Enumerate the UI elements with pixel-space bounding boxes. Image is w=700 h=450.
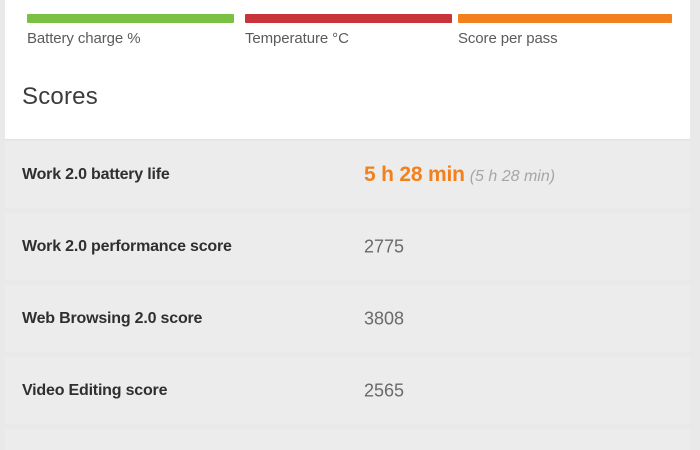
score-row[interactable]: Work 2.0 performance score 2775 — [5, 213, 690, 280]
legend-panel: Battery charge % Temperature °C Score pe… — [5, 0, 690, 140]
score-row[interactable]: Work 2.0 battery life 5 h 28 min (5 h 28 m… — [5, 141, 690, 208]
score-row-value: 3808 — [364, 308, 404, 329]
score-row-partial[interactable] — [5, 429, 690, 450]
page-title: Scores — [22, 83, 98, 110]
score-row-label: Work 2.0 battery life — [22, 165, 170, 183]
legend-item-battery-charge[interactable]: Battery charge % — [27, 14, 234, 47]
score-row-value-primary: 5 h 28 min — [364, 162, 465, 186]
temperature-swatch — [245, 14, 452, 23]
legend-item-score-per-pass[interactable]: Score per pass — [458, 14, 672, 47]
score-row-label: Web Browsing 2.0 score — [22, 309, 203, 327]
content-column: Battery charge % Temperature °C Score pe… — [5, 0, 690, 450]
legend-label-temperature: Temperature °C — [245, 30, 349, 47]
score-row[interactable]: Video Editing score 2565 — [5, 357, 690, 424]
legend-item-temperature[interactable]: Temperature °C — [245, 14, 452, 47]
score-row-value-primary: 2565 — [364, 380, 405, 400]
score-row-value-primary: 2775 — [364, 236, 405, 256]
score-row-value: 2565 — [364, 380, 404, 401]
score-row-value: 2775 — [364, 236, 404, 257]
score-row-value: 5 h 28 min (5 h 28 min) — [364, 163, 555, 187]
score-row[interactable]: Web Browsing 2.0 score 3808 — [5, 285, 690, 352]
scores-list: Work 2.0 battery life 5 h 28 min (5 h 28 m… — [5, 141, 690, 450]
score-row-label: Video Editing score — [22, 381, 168, 399]
score-row-value-primary: 3808 — [364, 308, 405, 328]
score-row-value-secondary: (5 h 28 min) — [469, 167, 556, 185]
score-row-label: Work 2.0 performance score — [22, 237, 232, 255]
battery-charge-swatch — [27, 14, 234, 23]
legend-label-battery-charge: Battery charge % — [27, 30, 141, 47]
legend-row: Battery charge % Temperature °C Score pe… — [5, 14, 690, 54]
score-per-pass-swatch — [458, 14, 672, 23]
legend-label-score-per-pass: Score per pass — [458, 30, 558, 47]
